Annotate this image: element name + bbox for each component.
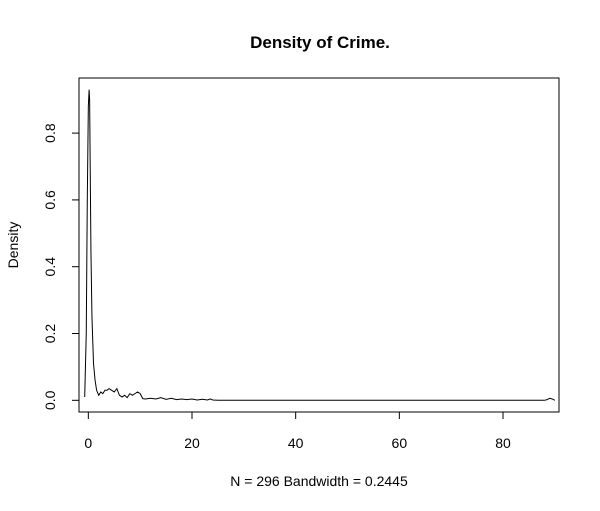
x-tick-label: 60 [392,435,408,451]
plot-box [78,77,560,413]
x-tick-label: 20 [184,435,200,451]
chart-title: Density of Crime. [250,33,390,52]
y-tick-label: 0.6 [42,190,58,210]
x-tick-label: 0 [84,435,92,451]
density-line [84,89,556,401]
y-axis: 0.0 0.2 0.4 0.6 0.8 [42,123,80,410]
y-tick-label: 0.4 [42,257,58,277]
y-axis-label: Density [5,222,21,269]
x-axis: 0 20 40 60 80 [84,411,511,451]
x-tick-label: 40 [288,435,304,451]
y-tick-label: 0.2 [42,324,58,344]
x-axis-label: N = 296 Bandwidth = 0.2445 [230,473,408,489]
y-tick-label: 0.0 [42,390,58,410]
y-tick-label: 0.8 [42,123,58,143]
x-tick-label: 80 [495,435,511,451]
